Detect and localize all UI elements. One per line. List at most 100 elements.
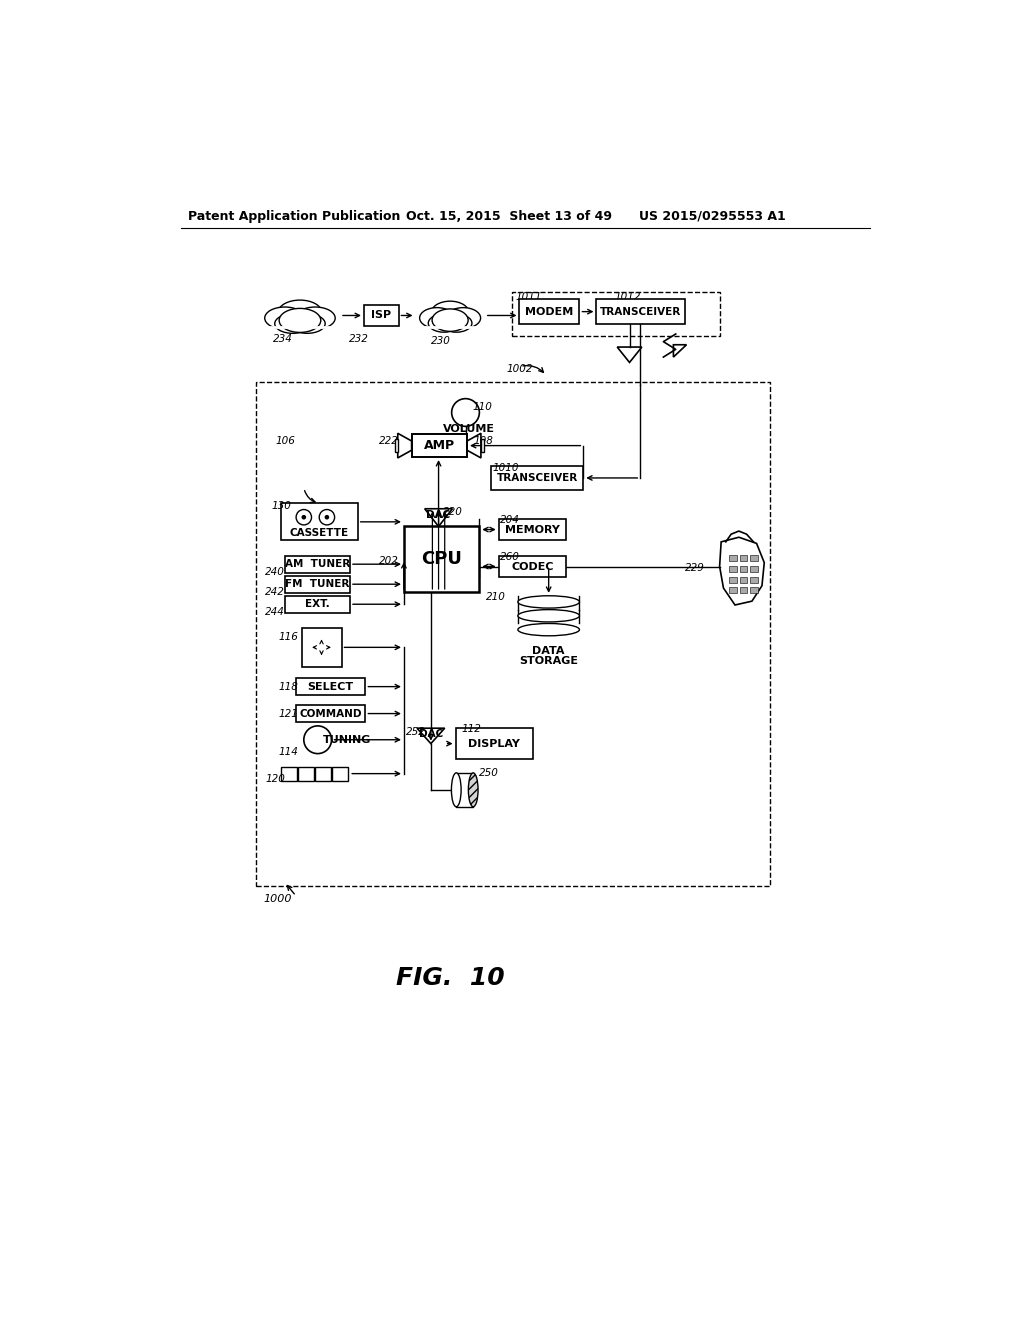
Text: 244: 244 <box>265 607 286 618</box>
Text: 230: 230 <box>431 335 451 346</box>
Text: DAC: DAC <box>419 730 443 739</box>
Bar <box>285 576 350 593</box>
Bar <box>596 300 685 323</box>
Bar <box>364 305 398 326</box>
Bar <box>296 705 366 722</box>
Text: 229: 229 <box>685 562 705 573</box>
Bar <box>739 577 748 582</box>
Text: 114: 114 <box>279 747 298 758</box>
Bar <box>499 519 566 540</box>
Ellipse shape <box>431 301 469 325</box>
Text: 210: 210 <box>486 591 506 602</box>
Bar <box>457 774 473 807</box>
Text: 1011: 1011 <box>515 292 542 301</box>
Ellipse shape <box>518 623 580 636</box>
Text: 1012: 1012 <box>614 292 641 301</box>
Bar <box>512 292 720 337</box>
Text: TRANSCEIVER: TRANSCEIVER <box>600 306 681 317</box>
Text: FIG.  10: FIG. 10 <box>396 966 505 990</box>
Text: INTERNET: INTERNET <box>271 312 329 321</box>
Text: 1002: 1002 <box>506 364 532 374</box>
Bar <box>490 466 584 490</box>
Text: CPU: CPU <box>421 550 462 568</box>
Bar <box>499 556 566 577</box>
Ellipse shape <box>420 308 455 329</box>
Bar <box>751 587 758 594</box>
Bar <box>519 300 580 323</box>
Bar <box>751 554 758 561</box>
Bar <box>403 527 479 591</box>
Text: 250: 250 <box>478 768 499 779</box>
Bar <box>729 587 736 594</box>
Ellipse shape <box>289 314 326 334</box>
Text: 116: 116 <box>279 632 298 642</box>
Text: 242: 242 <box>265 587 286 597</box>
Text: 252: 252 <box>407 726 426 737</box>
Bar <box>456 729 532 759</box>
Ellipse shape <box>452 774 461 807</box>
Bar <box>315 767 331 780</box>
Ellipse shape <box>518 610 580 622</box>
Text: 234: 234 <box>273 334 293 345</box>
Bar <box>751 577 758 582</box>
Text: FM  TUNER: FM TUNER <box>285 579 349 589</box>
Text: Patent Application Publication: Patent Application Publication <box>188 210 400 223</box>
Ellipse shape <box>265 308 305 329</box>
Ellipse shape <box>295 308 335 329</box>
Bar <box>285 556 350 573</box>
Circle shape <box>325 515 330 520</box>
Text: 202: 202 <box>379 556 399 566</box>
Text: 240: 240 <box>265 568 286 577</box>
Text: CODEC: CODEC <box>511 561 554 572</box>
Text: 1000: 1000 <box>264 894 292 904</box>
Text: 204: 204 <box>500 515 520 525</box>
Text: TUNING: TUNING <box>323 735 371 744</box>
Text: PSTN: PSTN <box>433 312 467 321</box>
Text: 232: 232 <box>349 334 369 345</box>
Bar <box>285 595 350 612</box>
Text: AMP: AMP <box>424 440 455 453</box>
Text: DISPLAY: DISPLAY <box>468 739 520 748</box>
Text: 112: 112 <box>462 725 481 734</box>
Bar <box>481 440 484 451</box>
Ellipse shape <box>278 300 322 326</box>
Ellipse shape <box>274 314 310 334</box>
Text: DAC: DAC <box>426 510 451 520</box>
Ellipse shape <box>428 314 460 333</box>
Text: Oct. 15, 2015  Sheet 13 of 49: Oct. 15, 2015 Sheet 13 of 49 <box>407 210 612 223</box>
Bar <box>333 767 348 780</box>
Text: 110: 110 <box>472 401 493 412</box>
Text: 260: 260 <box>500 552 520 562</box>
Ellipse shape <box>518 595 580 609</box>
Bar <box>729 566 736 572</box>
Text: 106: 106 <box>275 436 295 446</box>
Bar <box>729 577 736 582</box>
Bar <box>412 434 467 457</box>
Ellipse shape <box>446 308 480 329</box>
Text: 130: 130 <box>271 502 292 511</box>
Bar <box>739 566 748 572</box>
Ellipse shape <box>419 314 481 327</box>
Ellipse shape <box>264 314 336 327</box>
Bar <box>751 566 758 572</box>
Text: US 2015/0295553 A1: US 2015/0295553 A1 <box>639 210 785 223</box>
Bar <box>301 628 342 667</box>
Bar <box>256 381 770 886</box>
Text: CASSETTE: CASSETTE <box>290 528 349 537</box>
Text: STORAGE: STORAGE <box>519 656 579 667</box>
Text: COMMAND: COMMAND <box>299 709 362 718</box>
Text: 120: 120 <box>265 775 286 784</box>
Bar <box>298 767 313 780</box>
Text: DATA: DATA <box>532 647 565 656</box>
Text: 108: 108 <box>474 436 494 446</box>
Bar <box>729 554 736 561</box>
Ellipse shape <box>440 314 472 333</box>
Bar <box>739 587 748 594</box>
Text: 118: 118 <box>279 682 298 692</box>
Text: TRANSCEIVER: TRANSCEIVER <box>497 473 578 483</box>
Text: MEMORY: MEMORY <box>505 524 560 535</box>
Bar <box>739 554 748 561</box>
Bar <box>282 767 297 780</box>
Text: ISP: ISP <box>371 310 391 321</box>
Bar <box>394 440 397 451</box>
